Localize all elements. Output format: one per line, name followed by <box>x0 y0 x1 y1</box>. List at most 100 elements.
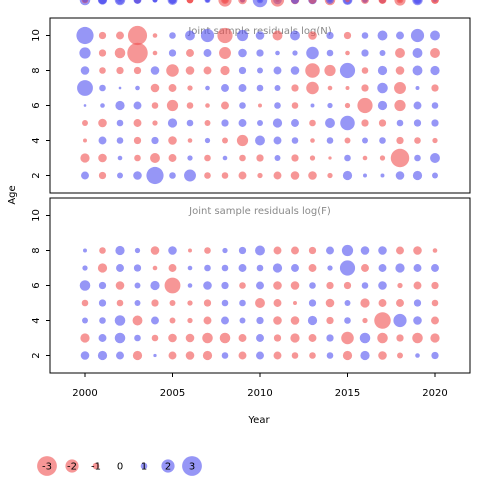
residual-bubble: 2017, age 5: -1.2 <box>378 299 387 307</box>
residual-bubble: 2000, age 10: 2.6 <box>76 26 94 45</box>
residual-bubble: 2019, age 6: -1.2 <box>413 281 422 290</box>
residual-bubble: 2007, age 6: 1.3 <box>203 281 212 290</box>
residual-bubble: 2008, age 7: 1.2 <box>221 84 229 92</box>
y-tick-label: 8 <box>31 67 42 73</box>
residual-bubble: 2012, age 3: -1.1 <box>291 154 299 162</box>
residual-bubble: 2003, age 6: 1.2 <box>133 101 142 110</box>
residual-bubble: 2015, age undefined: 1.5 <box>342 0 353 5</box>
residual-bubble: 2007, age 7: 0.7 <box>205 85 210 91</box>
residual-bubble: 2015, age 5: 0.9 <box>344 300 351 306</box>
residual-bubble: 2001, age 6: 0.7 <box>100 103 105 108</box>
residual-bubble: 2020, age 8: -0.7 <box>432 248 438 253</box>
residual-bubble: 2013, age 7: -1.9 <box>306 81 319 95</box>
residual-bubble: 2001, age 7: 1 <box>99 84 106 92</box>
residual-bubble: 2010, age 2: -0.8 <box>257 172 263 179</box>
residual-bubble: 2000, age 5: -1 <box>81 299 89 307</box>
y-tick-label: 2 <box>31 172 42 178</box>
residual-bubble: 2018, age 9: -1.5 <box>395 48 405 58</box>
residual-bubble: 2016, age 7: -1.1 <box>361 84 369 92</box>
residual-bubble: 2005, age 9: 1.1 <box>168 49 177 57</box>
residual-bubble: 2017, age 4: -2.5 <box>374 312 391 329</box>
residual-bubble: 2009, age 4: -1.7 <box>236 134 249 147</box>
y-tick-label: 6 <box>31 282 42 288</box>
residual-bubble: 2007, age 4: 0.8 <box>204 137 211 144</box>
residual-bubble: 2005, age 3: -1.2 <box>168 154 177 162</box>
residual-bubble: 2012, age 6: -1.3 <box>290 281 300 290</box>
legend-label: 1 <box>141 462 147 473</box>
residual-bubble: 2006, age 7: 0.7 <box>187 265 193 271</box>
residual-bubble: 2000, age 9: 1.7 <box>79 47 91 59</box>
residual-bubble: 2007, age 5: -0.9 <box>204 120 211 126</box>
residual-bubble: 2014, age undefined: 0.7 <box>327 0 333 3</box>
residual-bubble: 2012, age 2: -1.3 <box>290 171 300 180</box>
residual-bubble: 2007, age 7: 1 <box>204 264 211 272</box>
residual-bubble: 2002, age 5: 1 <box>116 119 124 127</box>
residual-bubble: 2004, age 8: -1.3 <box>150 246 160 255</box>
residual-bubble: 2014, age 10: 1.1 <box>326 31 334 40</box>
residual-bubble: 2003, age undefined: 1.2 <box>133 0 142 4</box>
residual-bubble: 2017, age 7: 1.2 <box>378 264 387 272</box>
residual-bubble: 2006, age 6: -1 <box>186 102 194 109</box>
residual-bubble: 2002, age 6: 1.4 <box>115 100 125 111</box>
residual-bubble: 2001, age 5: 1.1 <box>98 299 107 307</box>
residual-bubble: 2020, age 2: 1.1 <box>431 351 439 360</box>
residual-bubble: 2014, age 7: 0.8 <box>327 265 333 271</box>
residual-bubble: 2015, age 7: 2.3 <box>339 260 356 276</box>
residual-bubble: 2001, age 4: 1.2 <box>98 136 107 145</box>
residual-bubble: 2004, age 5: -1.1 <box>151 299 159 307</box>
residual-bubble: 2001, age 2: -1.1 <box>98 171 107 180</box>
residual-bubble: 2002, age 5: -1 <box>116 299 124 307</box>
residual-bubble: 2006, age 4: -0.8 <box>187 317 193 324</box>
residual-bubble: 2000, age 7: 2.4 <box>77 80 93 96</box>
legend-item: 3 <box>182 456 202 476</box>
residual-bubble: 2000, age 3: -1.4 <box>80 333 90 343</box>
residual-bubble: 2000, age 4: -0.6 <box>83 138 87 143</box>
residual-bubble: 2018, age 6: -0.8 <box>397 282 403 289</box>
residual-bubble: 2007, age 4: -1.2 <box>203 316 212 325</box>
residual-bubble: 2005, age 4: -1.3 <box>168 136 177 145</box>
residual-bubble: 2004, age 4: 1.2 <box>151 316 159 325</box>
residual-bubble: 2009, age 4: 0.9 <box>239 317 246 324</box>
residual-bubble: 2016, age 5: -1.1 <box>361 119 369 127</box>
residual-bubble: 2016, age 10: 1 <box>361 32 369 39</box>
residual-bubble: 2011, age 9: 0.7 <box>275 50 280 56</box>
residual-bubble: 2020, age undefined: -1.2 <box>431 0 439 4</box>
residual-bubble: 2001, age 3: 1.2 <box>98 334 107 342</box>
residual-bubble: 2018, age 3: -2.8 <box>390 148 410 168</box>
panel-title: Joint sample residuals log(F) <box>188 206 331 217</box>
residual-bubble: 2014, age 5: 1.5 <box>325 118 335 128</box>
residual-bubble: 2004, age 4: 1.1 <box>151 136 159 145</box>
residual-bubble: 2003, age 8: -1.1 <box>133 66 142 75</box>
residual-bubble: 2004, age 7: -1.3 <box>150 83 160 93</box>
legend-bubble <box>182 456 202 476</box>
residual-bubble: 2017, age 8: 1.4 <box>377 65 388 76</box>
residual-bubble: 2008, age 6: -1.2 <box>221 101 229 110</box>
residual-bubble: 2012, age 4: 1 <box>291 137 299 144</box>
legend-item: 1 <box>140 462 148 473</box>
residual-bubble: 2010, age undefined: 2.2 <box>252 0 268 8</box>
residual-bubble: 2019, age 4: 1.3 <box>413 316 422 325</box>
residual-bubble: 2014, age 6: -1.1 <box>326 281 334 290</box>
residual-bubble: 2003, age 3: -1 <box>134 154 141 162</box>
residual-bubble: 2009, age 8: 1.1 <box>238 66 247 75</box>
residual-bubble: 2004, age 5: -0.8 <box>152 120 158 126</box>
residual-bubble: 2012, age 10: 1.5 <box>290 30 300 41</box>
residual-bubble: 2005, age 2: 1 <box>169 172 176 179</box>
residual-bubble: 2002, age 10: -1.2 <box>116 31 124 40</box>
residual-bubble: 2003, age 7: 0.7 <box>135 85 140 91</box>
x-tick-label: 2015 <box>335 388 360 399</box>
residual-bubble: 2011, age undefined: -2 <box>270 0 285 7</box>
residual-bubble: 2006, age 5: 1 <box>186 119 194 127</box>
residual-bubble: 2013, age 6: 0.6 <box>310 103 315 108</box>
residual-bubble: 2020, age 2: 0.9 <box>432 172 438 179</box>
residual-bubble: 2011, age 8: 1.2 <box>273 66 282 75</box>
residual-bubble: 2008, age 2: -1 <box>221 172 229 179</box>
residual-bubble: 2001, age 5: -1.3 <box>98 118 107 128</box>
residual-bubble: 2014, age 4: 1 <box>326 137 334 144</box>
legend-item: 2 <box>161 459 175 473</box>
residual-bubble: 2013, age undefined: -1.2 <box>308 0 317 4</box>
residual-bubble: 2006, age undefined: -1 <box>186 0 194 4</box>
residual-bubble: 2000, age 4: 0.9 <box>82 317 88 324</box>
residual-bubble: 2009, age 2: -1.2 <box>238 351 247 360</box>
